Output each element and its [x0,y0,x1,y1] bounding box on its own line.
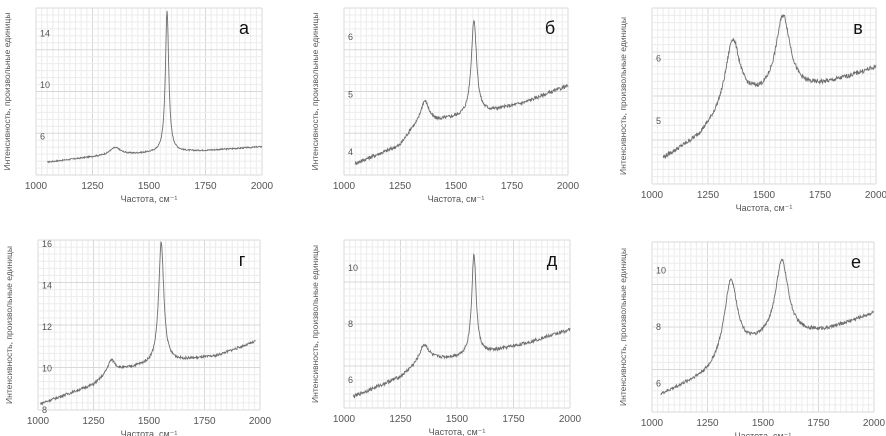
x-axis-label: Частота, см⁻¹ [121,194,178,204]
x-tick-label: 1250 [82,416,105,427]
chart-panel-2: 1000 1250 1500 1750 2000 4 5 6 Частота, см⁻¹ Инте… [310,7,580,204]
y-tick-label: 10 [42,364,52,374]
y-tick-label: 4 [348,147,353,157]
y-axis-label: Интенсивность, произвольные единицы [2,13,12,171]
x-tick-label: 1500 [446,414,469,425]
panel-label: в [853,18,863,38]
spectrum-line [47,10,263,164]
y-tick-label: 16 [42,239,52,249]
x-axis-label: Частота, см⁻¹ [121,429,178,436]
chart-panel-5: 1000 1250 1500 1750 2000 6 8 10 Частота, см⁻¹ Инт… [310,239,582,436]
x-tick-label: 1750 [501,181,524,192]
spectrum-line [354,19,569,166]
y-tick-label: 6 [348,375,353,385]
y-axis-label: Интенсивность, произвольные единицы [618,248,628,406]
spectrum-line [352,253,571,399]
x-axis-label: Частота, см⁻¹ [735,431,792,436]
y-tick-label: 6 [40,131,45,141]
x-tick-label: 1750 [807,418,830,429]
spectrum-line [660,258,875,396]
y-tick-label: 10 [656,265,666,275]
spectrum-line [39,240,256,406]
x-tick-label: 1500 [753,190,776,201]
x-tick-label: 1250 [389,414,412,425]
y-tick-label: 10 [40,80,50,90]
x-tick-label: 2000 [249,416,272,427]
x-tick-label: 2000 [251,181,274,192]
x-tick-label: 1000 [333,414,356,425]
panel-label: г [239,250,246,270]
x-axis-label: Частота, см⁻¹ [429,427,486,436]
y-tick-label: 10 [348,263,358,273]
x-tick-label: 1250 [389,181,412,192]
y-tick-label: 6 [656,379,661,389]
chart-panel-4: 1000 1250 1500 1750 2000 8 10 12 14 16 Частота, см… [4,239,272,436]
x-tick-label: 2000 [559,414,582,425]
y-tick-label: 5 [348,89,353,99]
y-tick-label: 6 [656,53,661,63]
x-tick-label: 2000 [863,418,886,429]
y-axis-label: Интенсивность, произвольные единицы [310,245,320,403]
y-tick-label: 6 [348,32,353,42]
x-tick-label: 1750 [193,416,216,427]
y-tick-label: 8 [348,319,353,329]
x-tick-label: 1500 [445,181,468,192]
x-tick-label: 2000 [557,181,580,192]
x-tick-label: 1000 [333,181,356,192]
x-axis-label: Частота, см⁻¹ [736,203,793,213]
x-tick-label: 1250 [697,190,720,201]
y-tick-label: 8 [656,322,661,332]
chart-panel-6: 1000 1250 1500 1750 2000 6 8 10 Частота, см⁻¹ Инт… [618,241,886,436]
panel-label: д [547,250,558,270]
x-tick-label: 1500 [752,418,775,429]
x-tick-label: 1500 [138,416,161,427]
x-tick-label: 1000 [641,418,664,429]
chart-panel-1: 1000 1250 1500 1750 2000 6 10 14 Частота, см⁻¹ Ин… [2,7,274,204]
x-tick-label: 1000 [27,416,50,427]
panel-label: а [239,18,250,38]
y-axis-label: Интенсивность, произвольные единицы [4,246,14,404]
y-tick-label: 14 [42,281,52,291]
x-tick-label: 1750 [809,190,832,201]
y-tick-label: 5 [656,116,661,126]
x-tick-label: 1250 [81,181,104,192]
panel-label: е [851,252,861,272]
y-axis-label: Интенсивность, произвольные единицы [310,13,320,171]
x-tick-label: 1500 [138,181,161,192]
x-tick-label: 1250 [696,418,719,429]
spectrum-line [662,14,877,159]
x-axis-label: Частота, см⁻¹ [428,194,485,204]
y-tick-label: 8 [42,405,47,415]
chart-panel-3: 1000 1250 1500 1750 2000 5 6 Частота, см⁻¹ Интен… [618,7,886,213]
x-tick-label: 2000 [865,190,886,201]
x-tick-label: 1750 [194,181,217,192]
y-tick-label: 14 [40,29,50,39]
x-tick-label: 1000 [641,190,664,201]
x-tick-label: 1750 [502,414,525,425]
x-tick-label: 1000 [25,181,48,192]
y-tick-label: 12 [42,322,52,332]
panel-label: б [545,18,555,38]
y-axis-label: Интенсивность, произвольные единицы [618,17,628,175]
